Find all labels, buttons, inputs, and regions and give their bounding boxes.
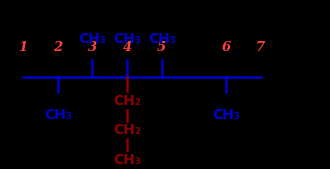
Text: 1: 1 (18, 41, 28, 54)
Text: 7: 7 (256, 41, 265, 54)
Text: CH₃: CH₃ (148, 32, 176, 46)
Text: CH₃: CH₃ (113, 32, 141, 46)
Text: CH₃: CH₃ (44, 108, 72, 122)
Text: 3: 3 (88, 41, 97, 54)
Text: CH₃: CH₃ (79, 32, 106, 46)
Text: CH₂: CH₂ (113, 123, 141, 137)
Text: 6: 6 (221, 41, 231, 54)
Text: 2: 2 (53, 41, 62, 54)
Text: CH₂: CH₂ (113, 94, 141, 107)
Text: 5: 5 (157, 41, 166, 54)
Text: CH₃: CH₃ (113, 153, 141, 167)
Text: 4: 4 (122, 41, 132, 54)
Text: CH₃: CH₃ (212, 108, 240, 122)
